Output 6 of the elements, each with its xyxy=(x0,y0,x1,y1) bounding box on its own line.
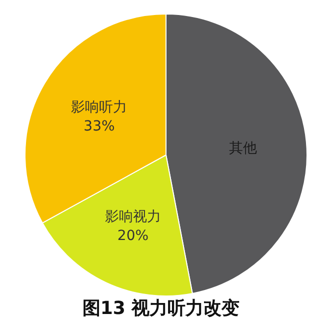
slice-label: 影响视力 xyxy=(104,209,161,226)
text: 图13 视力听力改变 xyxy=(82,298,240,319)
data-label: 33% xyxy=(84,118,115,135)
slice-label: 影响听力 xyxy=(71,100,128,116)
slice-label: 其他 xyxy=(229,140,258,157)
data-label: 20% xyxy=(117,228,149,244)
